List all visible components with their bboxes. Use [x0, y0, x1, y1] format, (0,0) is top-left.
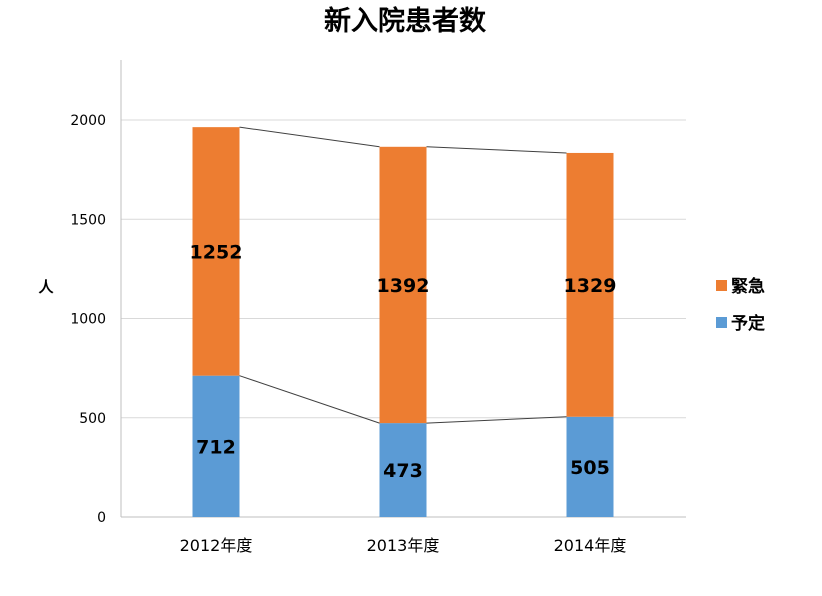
data-label: 712	[196, 436, 236, 458]
data-labels: 712 473 505 1252 1392 1329	[190, 241, 617, 482]
data-label: 505	[570, 457, 610, 479]
bar-緊急-2014年度	[566, 152, 614, 417]
data-label: 1392	[377, 275, 430, 297]
series-lines	[239, 126, 567, 424]
y-tick-label: 1500	[70, 212, 106, 228]
y-tick-label: 0	[97, 510, 106, 526]
data-label: 473	[383, 460, 423, 482]
legend-swatch-緊急	[716, 280, 727, 291]
y-tick-label: 1000	[70, 312, 106, 328]
series-line-予定	[426, 416, 567, 424]
y-axis-label: 人	[38, 278, 54, 296]
bar-緊急-2012年度	[192, 127, 240, 376]
y-tick-label: 500	[79, 411, 106, 427]
data-label: 1252	[190, 241, 243, 263]
x-tick-label: 2014年度	[554, 536, 627, 555]
bar-予定-2012年度	[192, 375, 240, 517]
data-label: 1329	[564, 275, 617, 297]
bar-緊急-2013年度	[379, 146, 427, 424]
bar-予定-2013年度	[379, 423, 427, 517]
series-line-緊急	[426, 146, 567, 154]
chart-title: 新入院患者数	[324, 5, 487, 37]
category-labels: 2012年度 2013年度 2014年度	[180, 536, 627, 555]
y-tick-label: 2000	[70, 113, 106, 129]
legend-label-予定: 予定	[731, 313, 765, 334]
legend-swatch-予定	[716, 317, 727, 328]
series-line-緊急	[239, 126, 380, 148]
series-line-予定	[239, 375, 380, 424]
legend-label-緊急: 緊急	[731, 276, 765, 297]
bar-予定-2014年度	[566, 416, 614, 517]
x-tick-label: 2012年度	[180, 536, 253, 555]
bars	[192, 127, 614, 517]
y-tick-labels: 0 500 1000 1500 2000	[70, 113, 106, 526]
x-tick-label: 2013年度	[367, 536, 440, 555]
